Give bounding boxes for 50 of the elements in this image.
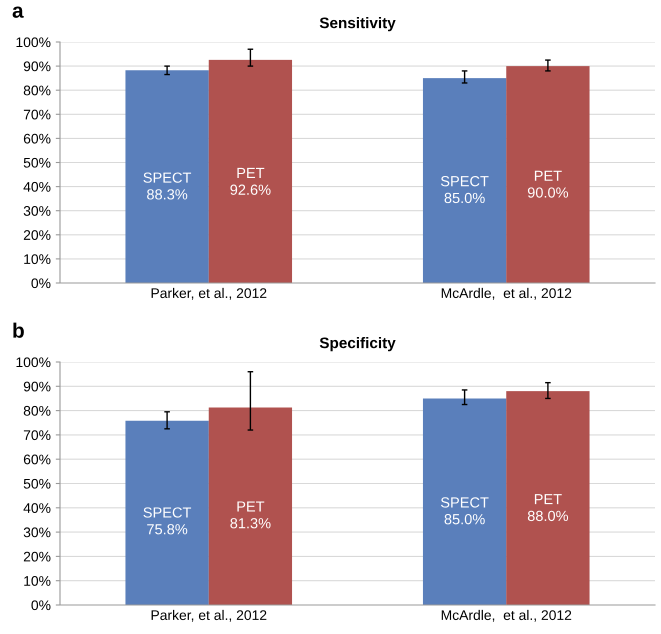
text: PET [237, 501, 264, 512]
y-tick-label: 20% [24, 552, 50, 562]
y-tick-label: 100% [16, 37, 50, 48]
y-tick-label: 80% [24, 406, 50, 416]
y-tick-label: 0% [31, 278, 50, 288]
data-label: 85.0% [444, 192, 485, 204]
bar [422, 398, 506, 605]
chart-title: Specificity [320, 337, 396, 352]
y-tick-label: 10% [24, 576, 50, 586]
y-tick-label: 90% [24, 382, 50, 392]
series-label: SPECT [143, 172, 192, 183]
y-tick-label: 80% [24, 86, 50, 96]
y-tick-label: 50% [24, 158, 50, 168]
data-label: 81.3% [230, 518, 271, 528]
series-label: SPECT [143, 507, 192, 518]
data-label: 75.8% [147, 524, 188, 534]
y-tick-label: 10% [24, 254, 50, 264]
bar [125, 420, 209, 605]
text: PET [237, 168, 264, 178]
bar [506, 391, 590, 605]
bar [208, 407, 292, 605]
x-tick-label: McArdle, et al., 2012 [442, 610, 572, 622]
y-tick-label: 60% [24, 134, 50, 144]
y-tick-label: 20% [24, 230, 50, 240]
y-tick-label: 30% [24, 527, 50, 538]
series-label: PET [534, 170, 562, 181]
y-tick-label: 90% [24, 61, 50, 72]
x-tick-label: Parker, et al., 2012 [152, 288, 266, 300]
chart-title: Sensitivity [320, 17, 396, 32]
y-tick-label: 60% [24, 454, 50, 464]
series-label: PET [534, 494, 562, 504]
x-tick-label: Parker, et al., 2012 [152, 610, 266, 622]
y-tick-label: 70% [24, 430, 50, 440]
y-tick-label: 70% [24, 110, 50, 120]
text: SPECT [440, 176, 489, 186]
data-label: 88.3% [147, 189, 188, 200]
y-tick-label: 30% [24, 206, 50, 216]
y-tick-label: 40% [23, 503, 50, 513]
data-label: 92.6% [230, 184, 271, 195]
y-tick-label: 0% [31, 600, 50, 610]
data-label: 85.0% [444, 514, 485, 524]
y-tick-label: 100% [16, 357, 50, 368]
data-label: 88.0% [528, 510, 568, 522]
text: b [13, 322, 24, 338]
y-tick-label: 40% [23, 182, 50, 192]
text: a [12, 6, 24, 18]
y-tick-label: 50% [24, 478, 50, 489]
data-label: 90.0% [528, 187, 568, 198]
text: SPECT [440, 497, 489, 508]
x-tick-label: McArdle, et al., 2012 [442, 288, 572, 300]
